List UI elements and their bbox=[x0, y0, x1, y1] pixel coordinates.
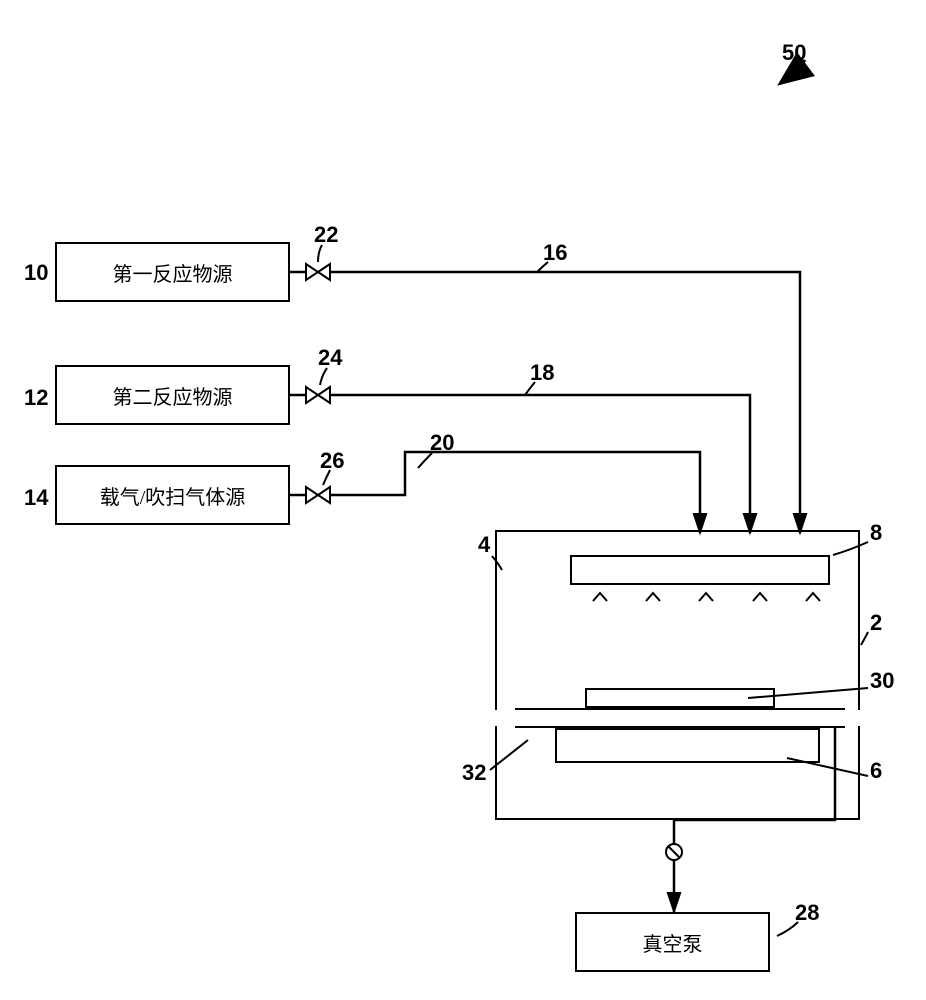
connector-svg bbox=[0, 0, 926, 1000]
process-diagram: 第一反应物源 第二反应物源 载气/吹扫气体源 真空泵 50 10 12 14 2… bbox=[0, 0, 926, 1000]
